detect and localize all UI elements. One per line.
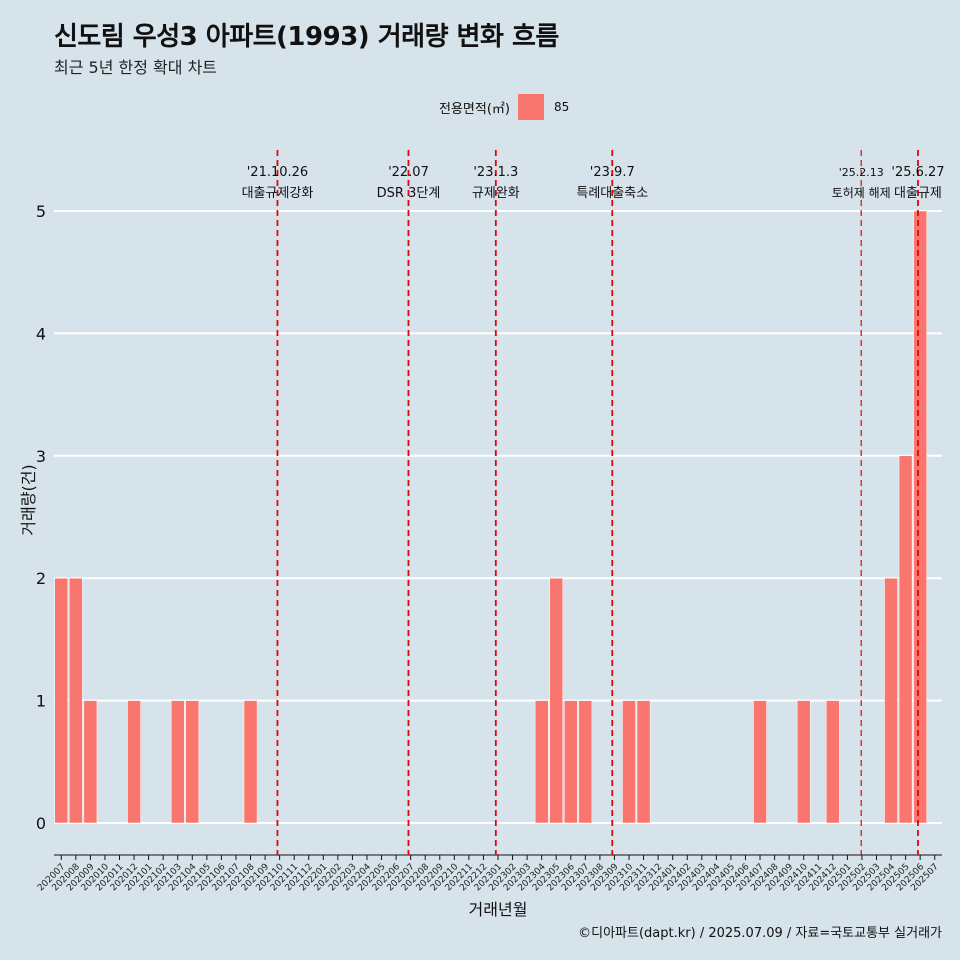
bar-202310 bbox=[622, 700, 636, 824]
event-date-1: '22.07 bbox=[388, 165, 429, 180]
bar-202412 bbox=[826, 700, 840, 824]
legend-swatch-85 bbox=[518, 94, 544, 120]
chart-title: 신도림 우성3 아파트(1993) 거래량 변화 흐름 bbox=[54, 22, 559, 52]
y-tick-label-2: 2 bbox=[36, 569, 46, 588]
event-label-0: 대출규제강화 bbox=[242, 186, 314, 201]
bar-202009 bbox=[83, 700, 98, 824]
legend-title: 전용면적(㎡) bbox=[439, 102, 510, 117]
event-date-0: '21.10.26 bbox=[247, 165, 308, 180]
event-date-3: '23.9.7 bbox=[590, 165, 635, 180]
event-label-4: 토허제 해제 bbox=[832, 186, 891, 200]
bar-202306 bbox=[564, 700, 578, 824]
bar-202304 bbox=[534, 700, 549, 824]
event-label-5: 대출규제 bbox=[894, 186, 942, 201]
bar-202103 bbox=[170, 700, 185, 824]
bar-202307 bbox=[578, 700, 593, 824]
event-label-2: 규제완화 bbox=[472, 186, 520, 201]
legend-label-85: 85 bbox=[554, 100, 570, 114]
y-tick-label-5: 5 bbox=[36, 202, 46, 221]
bar-202012 bbox=[127, 700, 141, 824]
bar-202505 bbox=[898, 455, 913, 824]
bar-202305 bbox=[549, 577, 564, 824]
legend: 전용면적(㎡) 85 bbox=[0, 94, 960, 120]
bar-202108 bbox=[243, 700, 258, 824]
bar-202407 bbox=[753, 700, 767, 824]
bar-202104 bbox=[185, 700, 200, 824]
x-axis-title: 거래년월 bbox=[469, 900, 528, 919]
y-tick-label-0: 0 bbox=[36, 814, 46, 833]
event-label-3: 특례대출축소 bbox=[576, 186, 648, 201]
chart-caption: ©디아파트(dapt.kr) / 2025.07.09 / 자료=국토교통부 실… bbox=[578, 926, 942, 941]
event-date-2: '23.1.3 bbox=[473, 165, 518, 180]
event-date-4: '25.2.13 bbox=[839, 166, 884, 179]
event-label-1: DSR 3단계 bbox=[377, 186, 441, 201]
bar-202007 bbox=[54, 577, 69, 824]
event-date-5: '25.6.27 bbox=[891, 165, 944, 180]
bar-202008 bbox=[69, 577, 83, 824]
y-tick-label-4: 4 bbox=[36, 324, 46, 343]
bar-202311 bbox=[636, 700, 651, 824]
bar-202506 bbox=[913, 210, 927, 824]
y-tick-label-1: 1 bbox=[36, 692, 46, 711]
y-axis-title: 거래량(건) bbox=[19, 464, 38, 535]
bar-202410 bbox=[796, 700, 811, 824]
chart-subtitle: 최근 5년 한정 확대 차트 bbox=[54, 58, 218, 77]
bar-202504 bbox=[884, 577, 898, 824]
y-tick-label-3: 3 bbox=[36, 447, 46, 466]
